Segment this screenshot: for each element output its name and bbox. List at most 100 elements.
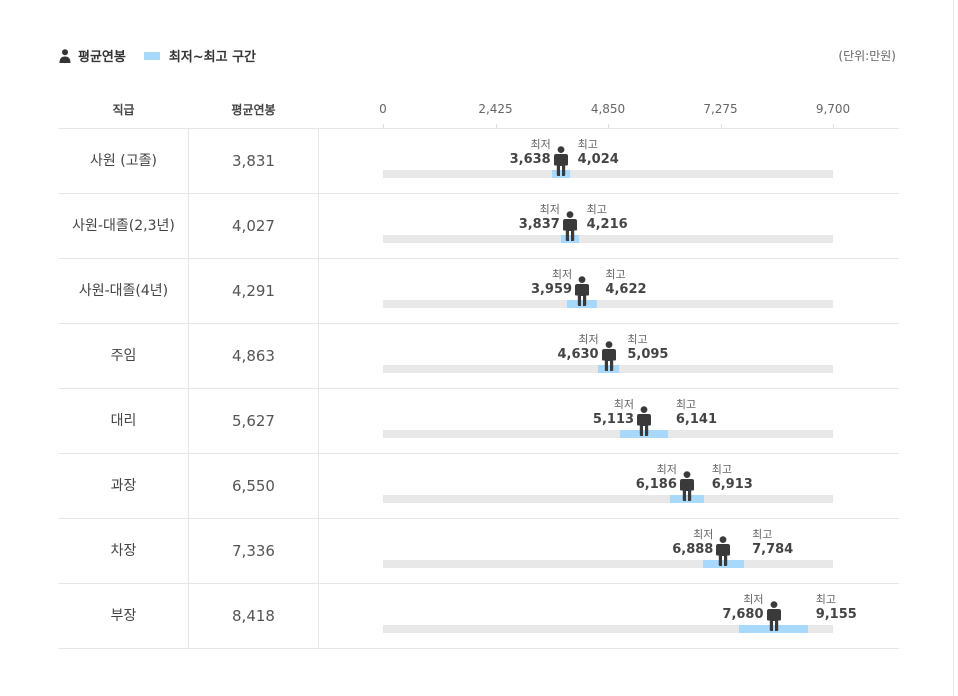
table-row: 차장 7,336 최저 6,888 최고 7,784 bbox=[59, 519, 899, 584]
min-caption: 최저 bbox=[743, 593, 764, 606]
range-track bbox=[383, 625, 833, 633]
min-label: 최저 5,113 bbox=[593, 398, 634, 428]
min-value: 6,888 bbox=[672, 542, 714, 557]
max-label: 최고 7,784 bbox=[752, 528, 793, 558]
x-tick-mark bbox=[608, 124, 609, 129]
x-tick-mark bbox=[495, 124, 497, 129]
max-caption: 최고 bbox=[577, 138, 598, 151]
max-label: 최고 4,622 bbox=[605, 268, 646, 298]
grade-cell: 사원-대졸(2,3년) bbox=[59, 194, 189, 258]
x-tick-label: 9,700 bbox=[815, 102, 851, 116]
x-tick-label: 4,850 bbox=[590, 102, 626, 116]
person-icon bbox=[59, 48, 71, 63]
header-grade: 직급 bbox=[112, 103, 135, 117]
max-label: 최고 5,095 bbox=[627, 333, 668, 363]
min-value: 3,638 bbox=[509, 152, 551, 167]
min-value: 4,630 bbox=[557, 347, 599, 362]
range-bar bbox=[566, 300, 598, 308]
avg-salary-cell: 3,831 bbox=[189, 129, 319, 193]
max-caption: 최고 bbox=[586, 203, 607, 216]
max-value: 5,095 bbox=[627, 347, 669, 362]
grade-cell: 사원-대졸(4년) bbox=[59, 259, 189, 323]
grade-cell: 주임 bbox=[59, 324, 189, 388]
min-label: 최저 6,186 bbox=[636, 463, 677, 493]
avg-salary-cell: 4,863 bbox=[189, 324, 319, 388]
x-tick-label: 7,275 bbox=[703, 102, 738, 116]
legend-item-range: 최저~최고 구간 bbox=[143, 46, 257, 65]
min-label: 최저 6,888 bbox=[672, 528, 713, 558]
grade-cell: 차장 bbox=[59, 519, 189, 583]
range-track bbox=[383, 560, 833, 568]
avg-salary-cell: 4,027 bbox=[189, 194, 319, 258]
min-value: 3,837 bbox=[518, 217, 560, 232]
x-tick-label: 2,425 bbox=[478, 102, 513, 116]
table-header: 직급 평균연봉 0 2,425 4,850 7,275 9,700 bbox=[59, 92, 899, 129]
avg-salary-cell: 8,418 bbox=[189, 584, 319, 648]
table-row: 사원-대졸(4년) 4,291 최저 3,959 최고 4,622 bbox=[59, 259, 899, 324]
range-bar bbox=[739, 625, 808, 633]
avg-person-marker-icon bbox=[601, 341, 617, 371]
legend-range-label: 최저~최고 구간 bbox=[168, 50, 257, 65]
range-bar bbox=[620, 430, 668, 438]
range-bar bbox=[597, 365, 620, 373]
max-label: 최고 6,141 bbox=[676, 398, 717, 428]
max-caption: 최고 bbox=[627, 333, 648, 346]
range-bar bbox=[702, 560, 745, 568]
table-row: 대리 5,627 최저 5,113 최고 6,141 bbox=[59, 389, 899, 454]
x-tick-label: 0 bbox=[379, 102, 387, 116]
x-tick-mark bbox=[720, 124, 722, 129]
range-bar bbox=[669, 495, 704, 503]
max-caption: 최고 bbox=[815, 593, 836, 606]
avg-person-marker-icon bbox=[715, 536, 731, 566]
min-caption: 최저 bbox=[530, 138, 551, 151]
min-value: 5,113 bbox=[592, 412, 635, 427]
x-tick-mark bbox=[833, 124, 834, 129]
legend: 평균연봉 최저~최고 구간 bbox=[59, 46, 274, 65]
avg-person-marker-icon bbox=[636, 406, 652, 436]
min-caption: 최저 bbox=[693, 528, 714, 541]
range-track bbox=[383, 170, 833, 178]
min-value: 7,680 bbox=[722, 607, 764, 622]
min-caption: 최저 bbox=[539, 203, 560, 216]
range-track bbox=[383, 430, 833, 438]
avg-salary-cell: 5,627 bbox=[189, 389, 319, 453]
min-caption: 최저 bbox=[578, 333, 599, 346]
min-label: 최저 4,630 bbox=[557, 333, 598, 363]
min-caption: 최저 bbox=[656, 463, 677, 476]
avg-person-marker-icon bbox=[553, 146, 569, 176]
min-label: 최저 7,680 bbox=[722, 593, 763, 623]
avg-salary-cell: 4,291 bbox=[189, 259, 319, 323]
table-row: 사원 (고졸) 3,831 최저 3,638 최고 4,024 bbox=[59, 129, 899, 194]
range-bar bbox=[551, 170, 570, 178]
avg-person-marker-icon bbox=[562, 211, 578, 241]
range-track bbox=[383, 495, 833, 503]
x-tick-mark bbox=[383, 124, 384, 129]
avg-salary-cell: 7,336 bbox=[189, 519, 319, 583]
avg-person-marker-icon bbox=[574, 276, 590, 306]
min-label: 최저 3,638 bbox=[510, 138, 551, 168]
table-row: 사원-대졸(2,3년) 4,027 최저 3,837 최고 4,216 bbox=[59, 194, 899, 259]
min-caption: 최저 bbox=[551, 268, 573, 281]
max-label: 최고 6,913 bbox=[712, 463, 753, 493]
max-caption: 최고 bbox=[752, 528, 773, 541]
legend-item-avg: 평균연봉 bbox=[59, 46, 126, 65]
max-value: 7,784 bbox=[752, 542, 794, 557]
range-track bbox=[383, 300, 833, 308]
max-caption: 최고 bbox=[605, 268, 626, 281]
range-bar bbox=[561, 235, 579, 243]
legend-avg-label: 평균연봉 bbox=[78, 50, 126, 65]
grade-cell: 대리 bbox=[59, 389, 189, 453]
table-row: 과장 6,550 최저 6,186 최고 6,913 bbox=[59, 454, 899, 519]
min-value: 6,186 bbox=[635, 477, 677, 492]
unit-label: (단위:만원) bbox=[838, 49, 896, 63]
max-value: 4,216 bbox=[586, 217, 628, 232]
grade-cell: 사원 (고졸) bbox=[59, 129, 189, 193]
min-value: 3,959 bbox=[530, 282, 573, 297]
avg-salary-cell: 6,550 bbox=[189, 454, 319, 518]
max-value: 4,024 bbox=[577, 152, 619, 167]
max-label: 최고 4,024 bbox=[578, 138, 619, 168]
min-caption: 최저 bbox=[613, 398, 635, 411]
table-row: 주임 4,863 최저 4,630 최고 5,095 bbox=[59, 324, 899, 389]
max-value: 4,622 bbox=[605, 282, 647, 297]
